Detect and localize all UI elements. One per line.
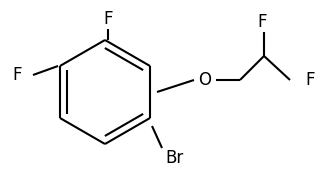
- Text: F: F: [257, 13, 267, 31]
- Text: F: F: [12, 66, 22, 84]
- Text: Br: Br: [165, 149, 183, 167]
- Text: F: F: [103, 10, 113, 28]
- Text: F: F: [305, 71, 315, 89]
- Text: O: O: [198, 71, 212, 89]
